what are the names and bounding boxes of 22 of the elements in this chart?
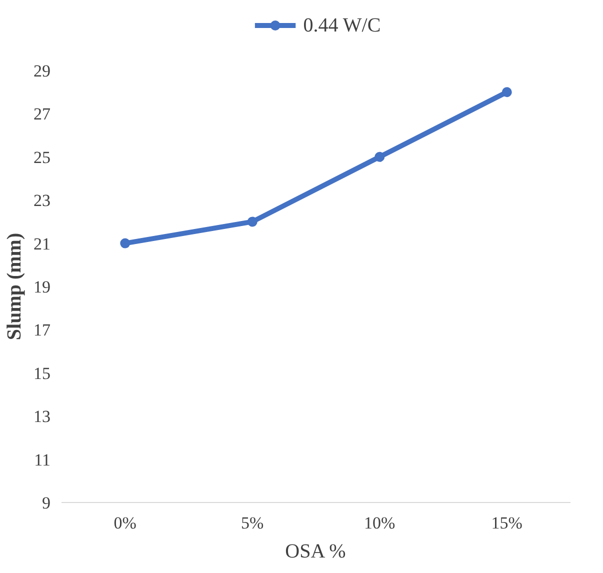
y-tick-label: 29 <box>34 62 50 80</box>
y-tick-label: 19 <box>34 278 50 296</box>
y-tick-label: 9 <box>42 494 50 512</box>
y-tick-label: 15 <box>34 364 50 383</box>
point <box>502 87 512 98</box>
y-tick-label: 17 <box>34 320 51 340</box>
point <box>374 152 385 162</box>
y-tick-label: 23 <box>34 191 50 210</box>
x-tick-label: 15% <box>491 514 522 532</box>
x-tick-label: 10% <box>364 514 396 532</box>
point <box>120 238 130 248</box>
y-tick-label: 21 <box>34 234 50 254</box>
x-tick-label: 0% <box>114 514 136 532</box>
legend-label: 0.44 W/C <box>303 14 381 36</box>
y-tick-label: 11 <box>34 450 51 470</box>
y-tick-label: 27 <box>34 104 51 124</box>
x-tick-label: 5% <box>241 514 264 532</box>
x-axis-title: OSA % <box>285 540 346 562</box>
y-tick-label: 13 <box>34 407 50 426</box>
y-axis-title: Slump (mm) <box>4 232 26 340</box>
y-tick-label: 25 <box>34 148 50 167</box>
point <box>247 216 258 227</box>
